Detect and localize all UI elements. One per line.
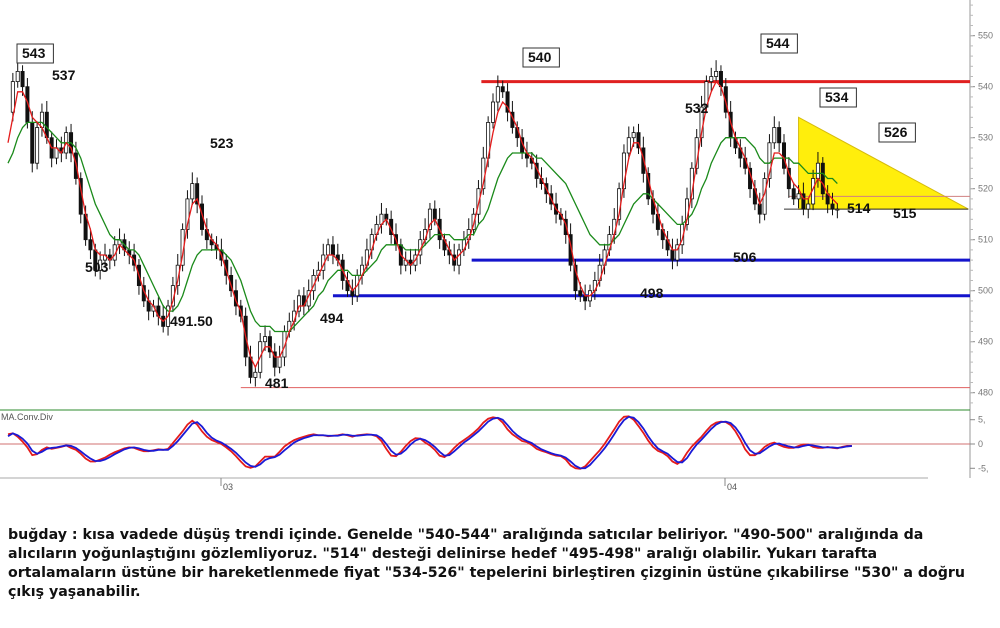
annotation-label: 481 [265, 375, 289, 391]
candle-body [296, 295, 301, 312]
oscillator-title: MA.Conv.Div [1, 412, 53, 422]
osc-y-tick-label: 5, [978, 415, 986, 425]
y-tick-label: 530 [978, 133, 993, 143]
candle-body [330, 244, 335, 256]
annotation-label: 515 [893, 205, 917, 221]
x-tick-label: 04 [727, 482, 737, 492]
annotation-label: 523 [210, 135, 234, 151]
annotation-box [819, 87, 857, 108]
y-tick-label: 550 [978, 31, 993, 41]
annotation-label: 532 [685, 100, 709, 116]
annotation-label: 491.50 [170, 313, 213, 329]
annotation-label: 498 [640, 285, 664, 301]
candle-body [272, 351, 277, 368]
y-tick-label: 490 [978, 337, 993, 347]
candle-body [500, 86, 505, 93]
y-tick-label: 520 [978, 184, 993, 194]
candle-body [195, 183, 200, 205]
candle-body [505, 91, 510, 113]
candle-body [233, 290, 238, 307]
x-tick-label: 03 [223, 482, 233, 492]
candle-body [20, 71, 25, 88]
annotation-label: 506 [733, 249, 757, 265]
candle-body [35, 127, 40, 164]
y-tick-label: 540 [978, 82, 993, 92]
candle-body [573, 264, 578, 292]
candle-body [709, 76, 714, 82]
candle-body [714, 71, 719, 77]
candle-body [723, 86, 728, 113]
annotation-label: 543 [22, 45, 46, 61]
annotation-box [16, 43, 54, 64]
price-chart: 480 490 500 510 520 530 540 550 543 537 503 491.50 5… [0, 0, 993, 492]
candle-body [835, 208, 840, 211]
commentary-text: buğday : kısa vadede düşüş trendi içinde… [8, 527, 965, 600]
osc-y-tick-label: 0 [978, 439, 983, 449]
candle-body [15, 71, 20, 83]
candle-body [199, 203, 204, 230]
candle-body [782, 142, 787, 169]
candle-body [263, 336, 268, 343]
annotation-box [522, 47, 560, 68]
annotation-label: 494 [320, 310, 344, 326]
candle-body [583, 295, 588, 302]
moving-average-slow [7, 121, 838, 333]
candle-body [801, 193, 806, 210]
chart-canvas: 480 490 500 510 520 530 540 550 543 537 503 491.50 5… [0, 0, 993, 492]
annotation-box [760, 33, 798, 54]
candle-body [578, 290, 583, 297]
y-tick-label: 510 [978, 235, 993, 245]
annotation-label: 540 [528, 49, 552, 65]
candle-body [786, 167, 791, 190]
candle-body [427, 208, 432, 230]
y-tick-label: 480 [978, 388, 993, 398]
candle-body [88, 239, 93, 251]
candle-body [39, 111, 44, 128]
candle-body [718, 71, 723, 88]
osc-y-tick-label: -5, [978, 463, 989, 473]
candle-body [791, 188, 796, 200]
candle-body [10, 81, 15, 113]
candle-body [830, 203, 835, 210]
candle-body [190, 183, 195, 200]
candle-body [777, 127, 782, 144]
candle-body [457, 249, 462, 266]
annotation-box [878, 122, 916, 143]
candle-body [30, 122, 35, 164]
candle-body [670, 249, 675, 261]
candle-body [326, 244, 331, 256]
y-tick-label: 500 [978, 286, 993, 296]
candle-body [432, 208, 437, 220]
annotation-label: 526 [884, 124, 908, 140]
candle-body [815, 162, 820, 179]
candle-body [631, 132, 636, 139]
annotation-label: 503 [85, 259, 109, 275]
candle-body [224, 259, 229, 276]
candle-body [267, 336, 272, 353]
annotation-label: 537 [52, 67, 76, 83]
candle-body [490, 101, 495, 123]
candle-body [772, 127, 777, 144]
annotation-label: 534 [825, 89, 849, 105]
candle-body [636, 132, 641, 149]
candle-body [820, 162, 825, 195]
candle-body [229, 274, 234, 292]
candle-body [806, 203, 811, 210]
annotation-label: 514 [847, 200, 871, 216]
candle-body [621, 152, 626, 190]
oscillator-macd-line [7, 415, 852, 470]
candle-body [495, 86, 500, 103]
candle-body [253, 371, 258, 378]
candle-body [796, 193, 801, 200]
candle-body [675, 244, 680, 261]
candle-body [626, 137, 631, 154]
candle-body [185, 198, 190, 230]
candle-body [757, 203, 762, 215]
moving-average-fast [7, 80, 838, 369]
annotation-label: 544 [766, 35, 790, 51]
candle-body [98, 259, 103, 271]
candle-body [277, 356, 282, 368]
